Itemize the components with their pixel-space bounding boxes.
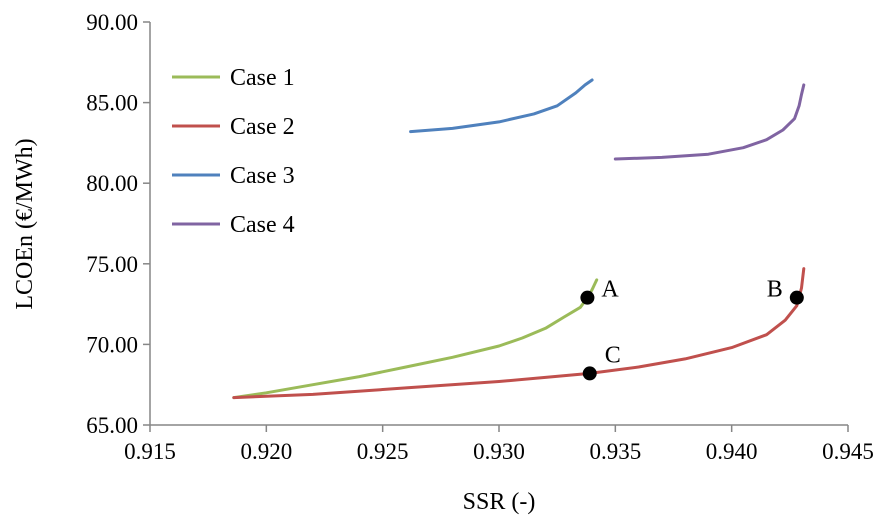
- point-marker-b: [789, 290, 804, 305]
- point-marker-c: [582, 366, 597, 381]
- series-line-case-3: [409, 78, 594, 134]
- legend: Case 1 Case 2 Case 3 Case 4: [172, 65, 295, 238]
- x-axis-title: SSR (-): [463, 489, 536, 515]
- x-tick-label: 0.935: [589, 439, 641, 464]
- point-annotations: A B C: [580, 277, 804, 381]
- legend-label-case-3: Case 3: [230, 163, 295, 189]
- y-ticks: 65.00 70.00 75.00 80.00 85.00 90.00: [86, 10, 150, 438]
- x-tick-label: 0.930: [473, 439, 525, 464]
- y-tick-label: 80.00: [86, 171, 138, 196]
- y-tick-label: 70.00: [86, 332, 138, 357]
- x-tick-label: 0.940: [706, 439, 758, 464]
- legend-label-case-2: Case 2: [230, 114, 295, 140]
- series-line-case-1: [232, 278, 599, 400]
- y-axis-title: LCOEn (€/MWh): [12, 138, 38, 309]
- point-label-a: A: [601, 277, 619, 303]
- x-tick-label: 0.945: [822, 439, 874, 464]
- y-tick-label: 75.00: [86, 252, 138, 277]
- y-tick-label: 85.00: [86, 91, 138, 116]
- series-lines: [232, 78, 806, 400]
- point-marker-a: [580, 290, 595, 305]
- x-tick-label: 0.925: [357, 439, 409, 464]
- point-label-b: B: [767, 277, 783, 303]
- legend-label-case-4: Case 4: [230, 212, 295, 238]
- series-line-case-2: [232, 267, 806, 400]
- x-ticks: 0.915 0.920 0.925 0.930 0.935 0.940 0.945: [124, 425, 874, 464]
- point-label-c: C: [605, 342, 621, 368]
- x-tick-label: 0.915: [124, 439, 176, 464]
- y-tick-label: 90.00: [86, 10, 138, 35]
- y-tick-label: 65.00: [86, 413, 138, 438]
- series-line-case-4: [613, 83, 806, 161]
- legend-label-case-1: Case 1: [230, 65, 295, 91]
- x-tick-label: 0.920: [240, 439, 292, 464]
